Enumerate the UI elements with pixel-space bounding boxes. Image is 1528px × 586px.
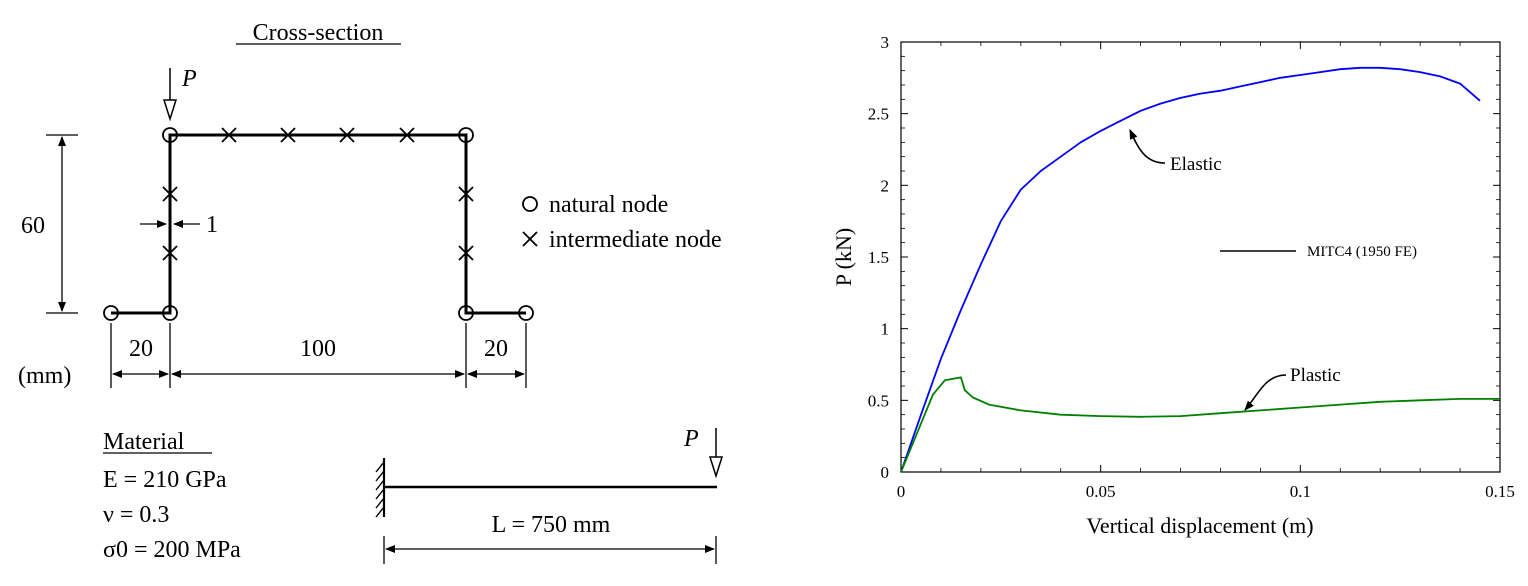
natural-node xyxy=(458,305,474,321)
legend-label: MITC4 (1950 FE) xyxy=(1307,244,1417,260)
beam-length-label: L = 750 mm xyxy=(492,512,611,538)
intermediate-node xyxy=(458,245,474,261)
natural-node xyxy=(518,305,534,321)
width-dim-ticks xyxy=(110,323,527,388)
x-axis-ticks: 0 0.05 0.1 0.15 xyxy=(897,42,1515,501)
y-tick-label: 2.5 xyxy=(868,105,889,124)
intermediate-node xyxy=(339,127,355,143)
natural-nodes xyxy=(103,127,534,321)
natural-node xyxy=(103,305,119,321)
intermediate-node xyxy=(280,127,296,143)
intermediate-node xyxy=(162,186,178,202)
intermediate-node-legend-icon xyxy=(522,231,538,247)
cross-section-diagram: Cross-section P xyxy=(18,20,722,389)
material-line-poisson: ν = 0.3 xyxy=(103,502,169,528)
x-tick-label: 0.05 xyxy=(1086,482,1116,501)
intermediate-node xyxy=(221,127,237,143)
beam-load-arrowhead xyxy=(708,456,724,479)
material-line-modulus: E = 210 GPa xyxy=(103,467,227,493)
x-tick-label: 0 xyxy=(897,482,906,501)
width-dim-label-left: 20 xyxy=(129,336,153,362)
x-tick-label: 0.1 xyxy=(1290,482,1311,501)
beam-diagram: P L = 750 mm xyxy=(375,426,724,564)
natural-node xyxy=(162,305,178,321)
elastic-annotation-arrow xyxy=(1129,129,1166,164)
thickness-dim-label: 1 xyxy=(206,212,218,238)
intermediate-node xyxy=(162,245,178,261)
y-tick-label: 1 xyxy=(881,320,890,339)
chart-series xyxy=(900,66,1500,473)
y-axis-ticks: 0 0.5 1 1.5 2 2.5 3 xyxy=(868,33,1500,482)
material-block: Material E = 210 GPa ν = 0.3 σ0 = 200 MP… xyxy=(103,429,241,563)
plastic-annotation-label: Plastic xyxy=(1290,365,1341,386)
series-line-elastic xyxy=(900,66,1481,473)
elastic-annotation-label: Elastic xyxy=(1170,154,1222,175)
y-tick-label: 3 xyxy=(881,33,890,52)
section-load-label: P xyxy=(181,66,197,92)
y-tick-label: 1.5 xyxy=(868,248,889,267)
y-tick-label: 0 xyxy=(881,463,890,482)
unit-label: (mm) xyxy=(18,363,71,389)
width-dim-label-middle: 100 xyxy=(300,336,336,362)
material-title: Material xyxy=(103,429,185,455)
intermediate-node xyxy=(458,186,474,202)
natural-node xyxy=(458,127,474,143)
beam-support-hatch xyxy=(375,461,385,518)
y-tick-label: 2 xyxy=(881,176,890,195)
natural-node-legend-label: natural node xyxy=(549,192,668,218)
plastic-annotation-arrow xyxy=(1244,374,1287,411)
material-line-yield: σ0 = 200 MPa xyxy=(103,537,241,563)
height-dim-label: 60 xyxy=(21,213,45,239)
natural-node-legend-icon xyxy=(522,196,538,212)
intermediate-node-legend-label: intermediate node xyxy=(549,227,722,253)
section-outline xyxy=(111,133,526,315)
load-displacement-chart: 0 0.05 0.1 0.15 0 0.5 1 1.5 2 2.5 3 Vertical disp… xyxy=(831,33,1515,538)
intermediate-nodes xyxy=(162,127,474,261)
y-axis-label: P (kN) xyxy=(831,228,856,286)
x-tick-label: 0.15 xyxy=(1485,482,1515,501)
beam-load-label: P xyxy=(683,426,699,452)
cross-section-title: Cross-section xyxy=(253,20,384,46)
y-tick-label: 0.5 xyxy=(868,391,889,410)
width-dim-label-right: 20 xyxy=(484,336,508,362)
section-load-arrowhead xyxy=(162,99,178,122)
series-line-plastic xyxy=(900,376,1500,473)
intermediate-node xyxy=(399,127,415,143)
natural-node xyxy=(162,127,178,143)
x-axis-label: Vertical displacement (m) xyxy=(1086,513,1313,538)
